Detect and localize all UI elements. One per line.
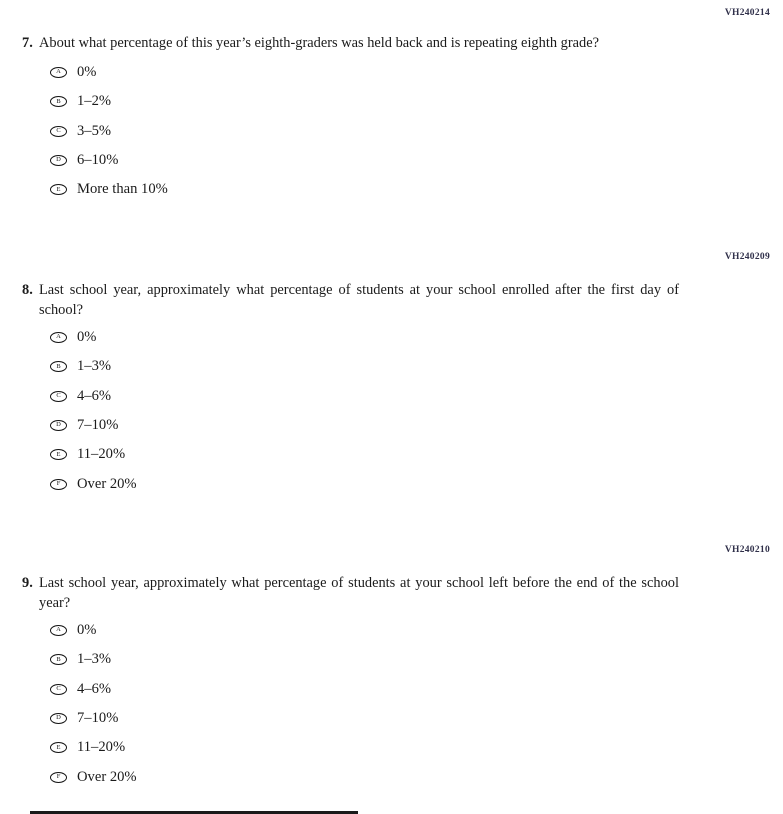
bubble-letter: F: [56, 479, 61, 487]
question-text: Last school year, approximately what per…: [39, 575, 679, 611]
answer-bubble-icon[interactable]: A: [50, 332, 67, 344]
bubble-letter: C: [56, 391, 61, 399]
answer-bubble-icon[interactable]: E: [50, 184, 67, 196]
option-label: Over 20%: [77, 768, 137, 785]
option-label: 0%: [77, 64, 97, 81]
options-list: A 0% B 1–2% C 3–5% D 6–10% E More than 1…: [50, 58, 168, 204]
answer-option[interactable]: E More than 10%: [50, 175, 168, 204]
option-label: 6–10%: [77, 152, 119, 169]
answer-bubble-icon[interactable]: C: [50, 390, 67, 402]
question-row: 8. Last school year, approximately what …: [22, 281, 679, 320]
option-label: 3–5%: [77, 122, 112, 139]
answer-bubble-icon[interactable]: F: [50, 771, 67, 783]
answer-option[interactable]: D 7–10%: [50, 411, 137, 440]
answer-bubble-icon[interactable]: E: [50, 742, 67, 754]
answer-bubble-icon[interactable]: B: [50, 96, 67, 108]
answer-bubble-icon[interactable]: C: [50, 683, 67, 695]
answer-option[interactable]: D 7–10%: [50, 704, 137, 733]
question-code: VH240210: [724, 545, 770, 555]
bubble-letter: B: [56, 97, 61, 105]
bubble-letter: F: [56, 772, 61, 780]
option-label: 1–3%: [77, 651, 112, 668]
question-text: About what percentage of this year’s eig…: [39, 35, 599, 51]
option-label: 0%: [77, 622, 97, 639]
answer-bubble-icon[interactable]: B: [50, 361, 67, 373]
answer-bubble-icon[interactable]: C: [50, 125, 67, 137]
bubble-letter: E: [56, 450, 61, 458]
option-label: 0%: [77, 329, 97, 346]
bubble-letter: B: [56, 362, 61, 370]
question-code: VH240214: [724, 8, 770, 18]
bubble-letter: E: [56, 743, 61, 751]
answer-option[interactable]: B 1–3%: [50, 645, 137, 674]
answer-option[interactable]: A 0%: [50, 323, 137, 352]
option-label: 1–3%: [77, 358, 112, 375]
option-label: More than 10%: [77, 181, 168, 198]
options-list: A 0% B 1–3% C 4–6% D 7–10% E 11–20% F Ov…: [50, 616, 137, 792]
question-row: 9. Last school year, approximately what …: [22, 574, 679, 613]
answer-option[interactable]: C 4–6%: [50, 382, 137, 411]
answer-option[interactable]: C 4–6%: [50, 675, 137, 704]
answer-option[interactable]: E 11–20%: [50, 733, 137, 762]
bubble-letter: D: [56, 156, 61, 164]
question-text: Last school year, approximately what per…: [39, 282, 679, 318]
answer-bubble-icon[interactable]: F: [50, 478, 67, 490]
answer-option[interactable]: C 3–5%: [50, 117, 168, 146]
option-label: 11–20%: [77, 739, 126, 756]
answer-bubble-icon[interactable]: A: [50, 625, 67, 637]
answer-option[interactable]: D 6–10%: [50, 146, 168, 175]
bubble-letter: C: [56, 126, 61, 134]
answer-option[interactable]: E 11–20%: [50, 440, 137, 469]
answer-bubble-icon[interactable]: D: [50, 155, 67, 167]
bubble-letter: C: [56, 684, 61, 692]
option-label: Over 20%: [77, 475, 137, 492]
bubble-letter: D: [56, 714, 61, 722]
question-row: 7. About what percentage of this year’s …: [22, 34, 679, 54]
answer-bubble-icon[interactable]: B: [50, 654, 67, 666]
answer-option[interactable]: B 1–2%: [50, 87, 168, 116]
option-label: 4–6%: [77, 680, 112, 697]
option-label: 7–10%: [77, 417, 119, 434]
answer-bubble-icon[interactable]: A: [50, 67, 67, 79]
bubble-letter: E: [56, 185, 61, 193]
answer-option[interactable]: B 1–3%: [50, 352, 137, 381]
question-number: 8.: [22, 282, 33, 298]
option-label: 7–10%: [77, 710, 119, 727]
bubble-letter: D: [56, 421, 61, 429]
bubble-letter: A: [56, 626, 61, 634]
bubble-letter: B: [56, 655, 61, 663]
page-edge-line: [30, 811, 358, 814]
answer-option[interactable]: F Over 20%: [50, 762, 137, 791]
bubble-letter: A: [56, 68, 61, 76]
answer-bubble-icon[interactable]: D: [50, 713, 67, 725]
bubble-letter: A: [56, 333, 61, 341]
answer-option[interactable]: A 0%: [50, 58, 168, 87]
answer-bubble-icon[interactable]: D: [50, 420, 67, 432]
question-code: VH240209: [724, 252, 770, 262]
question-number: 9.: [22, 575, 33, 591]
question-number: 7.: [22, 35, 33, 51]
answer-option[interactable]: F Over 20%: [50, 469, 137, 498]
option-label: 1–2%: [77, 93, 112, 110]
option-label: 4–6%: [77, 387, 112, 404]
option-label: 11–20%: [77, 446, 126, 463]
answer-option[interactable]: A 0%: [50, 616, 137, 645]
answer-bubble-icon[interactable]: E: [50, 449, 67, 461]
options-list: A 0% B 1–3% C 4–6% D 7–10% E 11–20% F Ov…: [50, 323, 137, 499]
